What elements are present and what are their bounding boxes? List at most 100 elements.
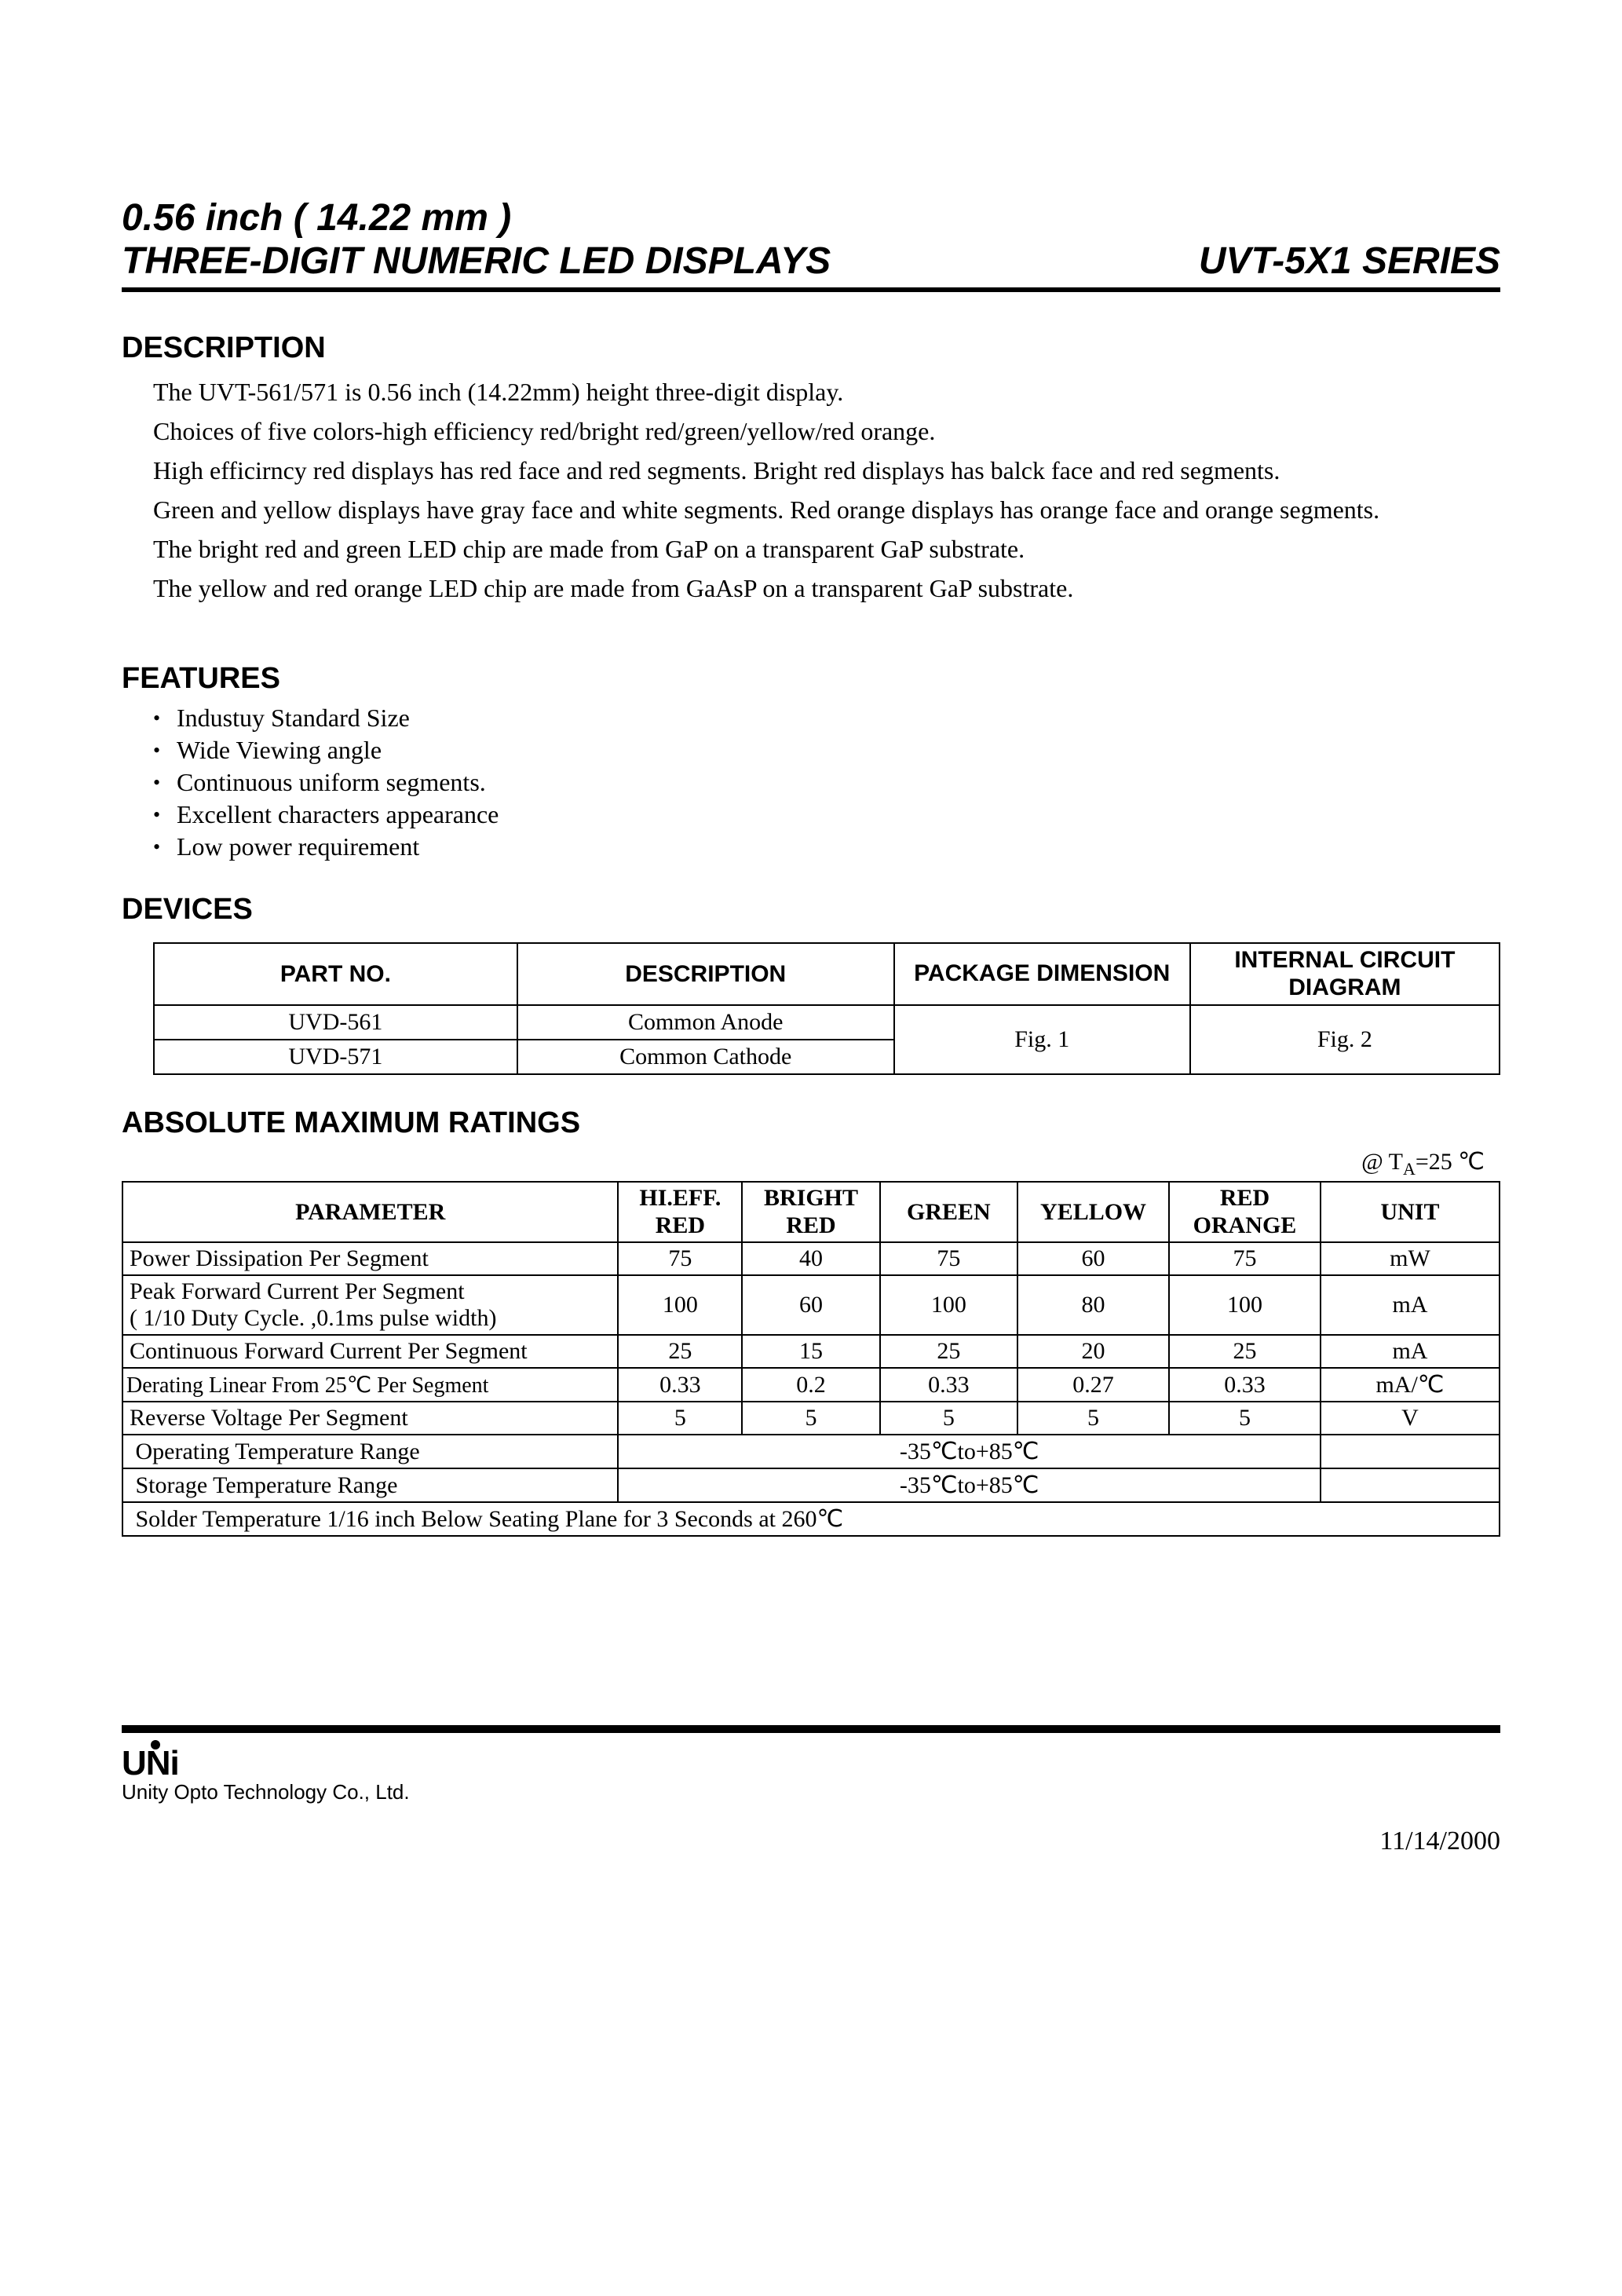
ratings-storage-temp-label-text: Storage Temperature Range bbox=[136, 1472, 398, 1498]
ratings-param-line2: ( 1/10 Duty Cycle. ,0.1ms pulse width) bbox=[130, 1305, 496, 1331]
ratings-value: 75 bbox=[880, 1242, 1017, 1275]
ratings-empty-cell bbox=[1321, 1468, 1500, 1502]
description-heading: DESCRIPTION bbox=[122, 331, 1500, 365]
ratings-value: 0.33 bbox=[880, 1368, 1017, 1402]
devices-header-circuit-text: INTERNAL CIRCUIT DIAGRAM bbox=[1234, 947, 1455, 1000]
devices-header-circuit: INTERNAL CIRCUIT DIAGRAM bbox=[1190, 943, 1500, 1005]
footer-logo-text: UNi bbox=[122, 1744, 179, 1783]
ratings-param: Peak Forward Current Per Segment ( 1/10 … bbox=[122, 1275, 618, 1335]
ratings-param: Power Dissipation Per Segment bbox=[122, 1242, 618, 1275]
ratings-storage-temp-label: Storage Temperature Range bbox=[122, 1468, 618, 1502]
description-line: The yellow and red orange LED chip are m… bbox=[153, 569, 1500, 607]
footer-logo-dot-icon bbox=[151, 1740, 160, 1749]
ratings-empty-cell bbox=[1321, 1435, 1500, 1468]
ratings-heading: ABSOLUTE MAXIMUM RATINGS bbox=[122, 1106, 1500, 1140]
features-heading: FEATURES bbox=[122, 662, 1500, 696]
devices-header-package-text: PACKAGE DIMENSION bbox=[914, 960, 1170, 986]
ratings-value: 25 bbox=[880, 1335, 1017, 1368]
devices-package: Fig. 1 bbox=[894, 1005, 1190, 1074]
table-row: Continuous Forward Current Per Segment 2… bbox=[122, 1335, 1500, 1368]
ratings-value: 100 bbox=[880, 1275, 1017, 1335]
ratings-value: 75 bbox=[1169, 1242, 1321, 1275]
ratings-note-sub: A bbox=[1403, 1159, 1416, 1179]
devices-table: PART NO. DESCRIPTION PACKAGE DIMENSION I… bbox=[153, 942, 1500, 1075]
table-header-row: PARAMETER HI.EFF. RED BRIGHT RED GREEN Y… bbox=[122, 1182, 1500, 1242]
ratings-op-temp-label: Operating Temperature Range bbox=[122, 1435, 618, 1468]
footer-logo: UNi bbox=[122, 1744, 1500, 1783]
devices-section: DEVICES PART NO. DESCRIPTION PACKAGE DIM… bbox=[122, 893, 1500, 1075]
devices-header-description: DESCRIPTION bbox=[517, 943, 894, 1005]
title-block: 0.56 inch ( 14.22 mm ) THREE-DIGIT NUMER… bbox=[122, 196, 1500, 292]
features-section: FEATURES Industuy Standard Size Wide Vie… bbox=[122, 662, 1500, 861]
ratings-value: 60 bbox=[742, 1275, 879, 1335]
ratings-header-green: GREEN bbox=[880, 1182, 1017, 1242]
ratings-value: 0.2 bbox=[742, 1368, 879, 1402]
ratings-header-redorange: RED ORANGE bbox=[1169, 1182, 1321, 1242]
ratings-header-unit: UNIT bbox=[1321, 1182, 1500, 1242]
description-body: The UVT-561/571 is 0.56 inch (14.22mm) h… bbox=[122, 373, 1500, 607]
table-header-row: PART NO. DESCRIPTION PACKAGE DIMENSION I… bbox=[154, 943, 1500, 1005]
ratings-value: 40 bbox=[742, 1242, 879, 1275]
ratings-param: Derating Linear From 25℃ Per Segment bbox=[122, 1368, 618, 1402]
ratings-value: 100 bbox=[618, 1275, 742, 1335]
description-line: The UVT-561/571 is 0.56 inch (14.22mm) h… bbox=[153, 373, 1500, 411]
ratings-value: 15 bbox=[742, 1335, 879, 1368]
feature-item: Low power requirement bbox=[153, 832, 1500, 861]
ratings-unit: V bbox=[1321, 1402, 1500, 1435]
devices-circuit: Fig. 2 bbox=[1190, 1005, 1500, 1074]
ratings-value: 25 bbox=[1169, 1335, 1321, 1368]
devices-header-partno: PART NO. bbox=[154, 943, 517, 1005]
ratings-table: PARAMETER HI.EFF. RED BRIGHT RED GREEN Y… bbox=[122, 1181, 1500, 1537]
footer-rule bbox=[122, 1725, 1500, 1733]
ratings-value: 5 bbox=[742, 1402, 879, 1435]
description-line: The bright red and green LED chip are ma… bbox=[153, 530, 1500, 568]
title-line1: 0.56 inch ( 14.22 mm ) bbox=[122, 196, 1500, 239]
description-section: DESCRIPTION The UVT-561/571 is 0.56 inch… bbox=[122, 331, 1500, 607]
ratings-value: 5 bbox=[1017, 1402, 1169, 1435]
ratings-header-yellow: YELLOW bbox=[1017, 1182, 1169, 1242]
table-row: Solder Temperature 1/16 inch Below Seati… bbox=[122, 1502, 1500, 1536]
ratings-unit: mA/℃ bbox=[1321, 1368, 1500, 1402]
ratings-value: 0.27 bbox=[1017, 1368, 1169, 1402]
devices-heading: DEVICES bbox=[122, 893, 1500, 927]
description-line: High efficirncy red displays has red fac… bbox=[153, 452, 1500, 489]
ratings-op-temp-label-text: Operating Temperature Range bbox=[136, 1439, 420, 1464]
ratings-value: 75 bbox=[618, 1242, 742, 1275]
ratings-op-temp-value: -35℃to+85℃ bbox=[618, 1435, 1321, 1468]
ratings-value: 20 bbox=[1017, 1335, 1169, 1368]
ratings-value: 100 bbox=[1169, 1275, 1321, 1335]
ratings-solder-note-text: Solder Temperature 1/16 inch Below Seati… bbox=[136, 1506, 844, 1532]
ratings-storage-temp-value: -35℃to+85℃ bbox=[618, 1468, 1321, 1502]
footer-company: Unity Opto Technology Co., Ltd. bbox=[122, 1780, 1500, 1804]
ratings-value: 25 bbox=[618, 1335, 742, 1368]
ratings-param: Reverse Voltage Per Segment bbox=[122, 1402, 618, 1435]
ratings-value: 0.33 bbox=[1169, 1368, 1321, 1402]
feature-item: Excellent characters appearance bbox=[153, 800, 1500, 829]
ratings-value: 60 bbox=[1017, 1242, 1169, 1275]
footer-date: 11/14/2000 bbox=[122, 1826, 1500, 1856]
ratings-unit: mA bbox=[1321, 1335, 1500, 1368]
ratings-section: ABSOLUTE MAXIMUM RATINGS @ TA=25 ℃ PARAM… bbox=[122, 1106, 1500, 1537]
feature-item: Wide Viewing angle bbox=[153, 736, 1500, 765]
table-row: Peak Forward Current Per Segment ( 1/10 … bbox=[122, 1275, 1500, 1335]
description-line: Choices of five colors-high efficiency r… bbox=[153, 412, 1500, 450]
ratings-solder-note: Solder Temperature 1/16 inch Below Seati… bbox=[122, 1502, 1500, 1536]
ratings-value: 5 bbox=[1169, 1402, 1321, 1435]
ratings-param-line1: Peak Forward Current Per Segment bbox=[130, 1278, 465, 1304]
table-row: Reverse Voltage Per Segment 5 5 5 5 5 V bbox=[122, 1402, 1500, 1435]
feature-item: Continuous uniform segments. bbox=[153, 768, 1500, 797]
devices-desc: Common Cathode bbox=[517, 1040, 894, 1074]
ratings-header-parameter: PARAMETER bbox=[122, 1182, 618, 1242]
feature-item: Industuy Standard Size bbox=[153, 704, 1500, 733]
ratings-unit: mA bbox=[1321, 1275, 1500, 1335]
table-row: Power Dissipation Per Segment 75 40 75 6… bbox=[122, 1242, 1500, 1275]
table-row: Operating Temperature Range -35℃to+85℃ bbox=[122, 1435, 1500, 1468]
ratings-param: Continuous Forward Current Per Segment bbox=[122, 1335, 618, 1368]
ratings-value: 5 bbox=[618, 1402, 742, 1435]
title-series: UVT-5X1 SERIES bbox=[1199, 239, 1500, 283]
table-row: Derating Linear From 25℃ Per Segment 0.3… bbox=[122, 1368, 1500, 1402]
title-line2: THREE-DIGIT NUMERIC LED DISPLAYS bbox=[122, 239, 831, 283]
ratings-header-hieff: HI.EFF. RED bbox=[618, 1182, 742, 1242]
table-row: Storage Temperature Range -35℃to+85℃ bbox=[122, 1468, 1500, 1502]
devices-header-package: PACKAGE DIMENSION bbox=[894, 943, 1190, 1005]
